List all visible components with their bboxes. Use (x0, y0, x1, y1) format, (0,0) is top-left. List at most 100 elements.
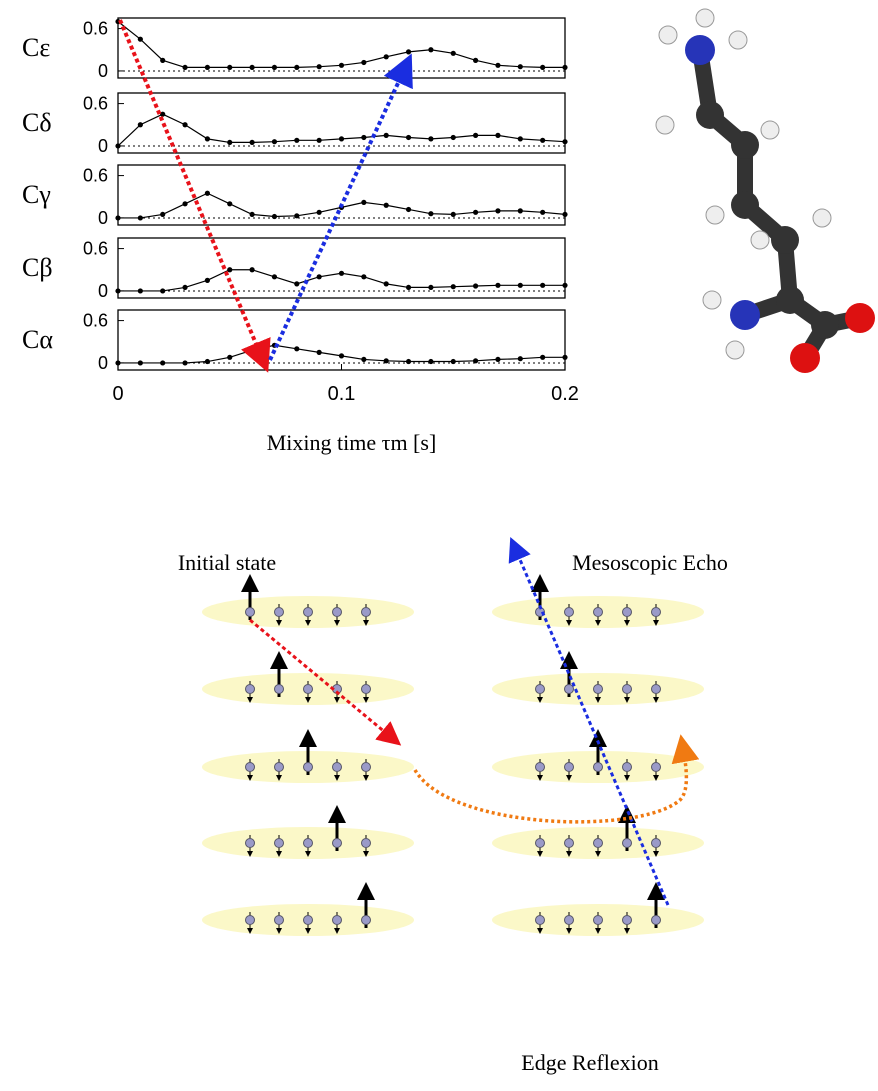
data-point (562, 355, 567, 360)
data-point (518, 208, 523, 213)
data-point (562, 139, 567, 144)
data-point (473, 283, 478, 288)
data-point (451, 212, 456, 217)
data-point (406, 285, 411, 290)
data-point (294, 281, 299, 286)
data-point (115, 288, 120, 293)
spin (652, 839, 661, 848)
spin (304, 839, 313, 848)
spin (246, 685, 255, 694)
spin (565, 608, 574, 617)
data-point (406, 135, 411, 140)
data-point (406, 207, 411, 212)
data-point (294, 138, 299, 143)
data-point (518, 283, 523, 288)
data-point (250, 212, 255, 217)
spin (623, 685, 632, 694)
data-point (317, 138, 322, 143)
data-point (540, 355, 545, 360)
spin (594, 685, 603, 694)
data-point (115, 215, 120, 220)
data-point (428, 211, 433, 216)
data-point (160, 58, 165, 63)
label-reflexion: Edge Reflexion (521, 1050, 658, 1075)
spin (362, 763, 371, 772)
spin (304, 916, 313, 925)
data-point (294, 213, 299, 218)
data-point (384, 358, 389, 363)
data-point (317, 274, 322, 279)
data-point (339, 136, 344, 141)
data-point (317, 64, 322, 69)
label-echo: Mesoscopic Echo (572, 550, 728, 575)
data-point (115, 143, 120, 148)
data-point (495, 283, 500, 288)
spin (333, 839, 342, 848)
data-point (250, 267, 255, 272)
spin (536, 763, 545, 772)
y-label: Cδ (22, 108, 52, 137)
spin (536, 916, 545, 925)
spin (246, 763, 255, 772)
y-tick-label: 0.6 (83, 311, 108, 331)
spin (623, 608, 632, 617)
arrow-red (120, 20, 262, 358)
data-point (272, 139, 277, 144)
data-point (428, 359, 433, 364)
data-point (138, 122, 143, 127)
data-point (227, 140, 232, 145)
y-label: Cβ (22, 253, 53, 282)
data-point (361, 135, 366, 140)
y-label: Cα (22, 325, 53, 354)
label-initial: Initial state (178, 550, 276, 575)
x-tick-label: 0 (112, 383, 123, 405)
spin (565, 763, 574, 772)
data-point (272, 214, 277, 219)
data-point (473, 210, 478, 215)
data-point (138, 215, 143, 220)
data-point (272, 65, 277, 70)
data-point (182, 360, 187, 365)
data-point (160, 212, 165, 217)
data-point (406, 49, 411, 54)
spin (623, 839, 632, 848)
data-point (272, 274, 277, 279)
data-point (518, 136, 523, 141)
data-point (384, 281, 389, 286)
spin (246, 839, 255, 848)
y-tick-label: 0 (98, 136, 108, 156)
data-point (540, 210, 545, 215)
data-point (518, 356, 523, 361)
molecule (656, 9, 875, 373)
data-point (250, 65, 255, 70)
y-tick-label: 0.6 (83, 239, 108, 259)
spin (652, 916, 661, 925)
data-point (182, 65, 187, 70)
spin (594, 608, 603, 617)
data-point (451, 284, 456, 289)
data-point (473, 358, 478, 363)
data-point (451, 359, 456, 364)
spin (362, 685, 371, 694)
spin (304, 685, 313, 694)
data-point (562, 212, 567, 217)
panel-frame (118, 165, 565, 225)
series-line (118, 22, 565, 68)
x-label: Mixing time τm [s] (267, 430, 437, 455)
data-point (384, 54, 389, 59)
data-point (451, 135, 456, 140)
y-tick-label: 0 (98, 208, 108, 228)
data-point (361, 200, 366, 205)
data-point (205, 278, 210, 283)
spin (652, 763, 661, 772)
data-point (540, 138, 545, 143)
spin (275, 763, 284, 772)
data-point (182, 285, 187, 290)
arrow-blue (270, 68, 405, 360)
data-point (540, 65, 545, 70)
data-point (138, 288, 143, 293)
spin (594, 763, 603, 772)
spin (565, 916, 574, 925)
spin (565, 685, 574, 694)
data-point (495, 133, 500, 138)
